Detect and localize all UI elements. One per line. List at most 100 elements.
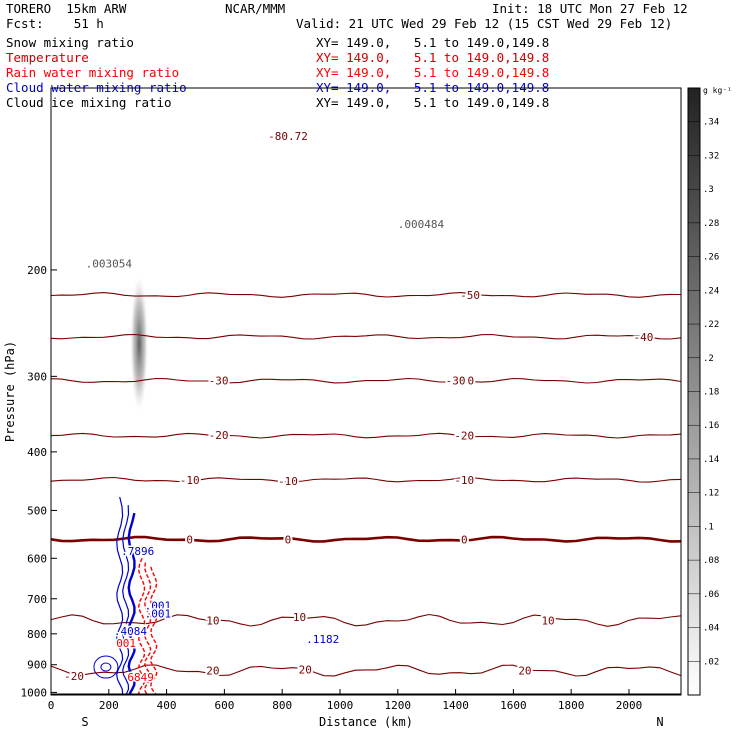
colorbar-tick-label: .22	[703, 320, 719, 330]
contour-label: 10	[293, 611, 306, 624]
x-tick-label: 1400	[442, 699, 469, 712]
isotherm-label: 10	[541, 614, 554, 627]
snow-mixing-ratio-plume	[130, 275, 149, 412]
maximum-label: .7896	[121, 545, 154, 558]
maximum-label: .003054	[86, 257, 133, 270]
y-tick-label: 900	[27, 659, 47, 672]
x-tick-label: 600	[214, 699, 234, 712]
isotherm-label: 20	[518, 665, 531, 678]
colorbar-tick-label: .04	[703, 624, 719, 634]
cloud-water-contour	[93, 655, 119, 679]
isotherm-label: 10	[206, 614, 219, 627]
y-tick-label: 400	[27, 446, 47, 459]
field-name-rain: Rain water mixing ratio	[6, 65, 180, 80]
isotherm-label: 0	[461, 533, 468, 546]
isotherm-label: -40	[633, 331, 653, 344]
colorbar-tick-label: .12	[703, 489, 719, 499]
convective-contour	[116, 496, 124, 694]
colorbar-tick-label: .08	[703, 556, 719, 566]
y-tick-label: 300	[27, 370, 47, 383]
maximum-label: .000484	[398, 218, 445, 231]
convective-contour	[122, 505, 130, 694]
colorbar-unit: g kg⁻¹	[703, 86, 732, 95]
valid-time: Valid: 21 UTC Wed 29 Feb 12 (15 CST Wed …	[296, 16, 673, 31]
isotherm-minus40	[50, 333, 682, 340]
x-axis-title: Distance (km)	[319, 715, 413, 729]
field-name-snow: Snow mixing ratio	[6, 35, 134, 50]
colorbar-tick-label: .34	[703, 118, 719, 128]
x-tick-label: 1600	[500, 699, 527, 712]
y-tick-label: 700	[27, 593, 47, 606]
model-title: TORERO 15km ARW	[6, 1, 127, 16]
isotherm-label: -10	[180, 474, 200, 487]
convective-contour	[127, 512, 136, 695]
isotherm-0	[50, 535, 682, 543]
convective-contour	[137, 558, 146, 694]
x-end-label-left: S	[81, 715, 88, 729]
colorbar-tick-label: .26	[703, 253, 719, 263]
maximum-label: .1182	[306, 633, 339, 646]
colorbar-tick-label: .3	[703, 185, 714, 195]
field-xy-rain: XY= 149.0, 5.1 to 149.0,149.8	[316, 65, 550, 80]
plot-frame	[50, 87, 682, 696]
isotherm-label: -10	[454, 474, 474, 487]
isotherm-20	[50, 664, 682, 677]
field-xy-temperature: XY= 149.0, 5.1 to 149.0,149.8	[316, 50, 550, 65]
convective-contour	[143, 562, 152, 695]
field-xy-snow: XY= 149.0, 5.1 to 149.0,149.8	[316, 35, 550, 50]
forecast-hour: Fcst: 51 h	[6, 16, 104, 31]
x-tick-label: 1800	[558, 699, 585, 712]
field-name-temperature: Temperature	[6, 50, 89, 65]
contour-label: 0	[285, 533, 292, 546]
y-tick-label: 800	[27, 628, 47, 641]
colorbar-tick-label: .28	[703, 219, 719, 229]
colorbar-tick-label: .16	[703, 421, 719, 431]
colorbar-tick-label: .32	[703, 151, 719, 161]
maximum-label: .4084	[114, 625, 147, 638]
org-label: NCAR/MMM	[225, 1, 286, 16]
convective-contour	[150, 566, 158, 695]
contour-label: 20	[299, 664, 312, 677]
contour-label: -20	[64, 670, 84, 683]
isotherm-label: -30	[209, 375, 229, 388]
contour-label: -80.72	[268, 130, 308, 143]
x-tick-label: 0	[48, 699, 55, 712]
y-tick-label: 500	[27, 504, 47, 517]
isotherm-minus20	[50, 432, 682, 439]
init-time: Init: 18 UTC Mon 27 Feb 12	[492, 1, 688, 16]
x-tick-label: 1200	[385, 699, 412, 712]
maximum-label: .001	[145, 608, 172, 621]
colorbar-tick-label: .1	[703, 522, 714, 532]
colorbar: .02 .04 .06 .08 .1 .12 .14 .16 .18 .2 .22 .24 .26 .28…	[687, 86, 732, 696]
isotherm-10	[50, 613, 682, 627]
y-tick-label: 600	[27, 552, 47, 565]
field-xy-cloud-ice: XY= 149.0, 5.1 to 149.0,149.8	[316, 95, 550, 110]
x-tick-label: 2000	[616, 699, 643, 712]
field-name-cloud-ice: Cloud ice mixing ratio	[6, 95, 172, 110]
isotherm-label: 20	[206, 665, 219, 678]
isotherm-label: 0	[186, 533, 193, 546]
isotherm-minus50	[50, 292, 682, 298]
contour-label: -30	[446, 375, 466, 388]
isotherm-label: -20	[454, 430, 474, 443]
y-tick-label: 200	[27, 264, 47, 277]
x-tick-label: 800	[272, 699, 292, 712]
isotherm-minus30	[50, 377, 682, 384]
isotherm-label: -20	[209, 430, 229, 443]
contour-label: -10	[278, 475, 298, 488]
x-tick-label: 1000	[327, 699, 354, 712]
x-tick-label: 400	[157, 699, 177, 712]
y-tick-label: 1000	[21, 686, 48, 699]
cloud-water-contour	[100, 662, 112, 672]
x-tick-label: 200	[99, 699, 119, 712]
colorbar-tick-label: .24	[703, 286, 719, 296]
colorbar-tick-label: .02	[703, 657, 719, 667]
colorbar-tick-label: .14	[703, 455, 719, 465]
isotherm-label: -30	[454, 375, 474, 388]
maximum-label: 6849	[127, 671, 154, 684]
colorbar-tick-label: .2	[703, 354, 714, 364]
maximum-label: 001	[116, 637, 136, 650]
colorbar-tick-label: .06	[703, 590, 719, 600]
